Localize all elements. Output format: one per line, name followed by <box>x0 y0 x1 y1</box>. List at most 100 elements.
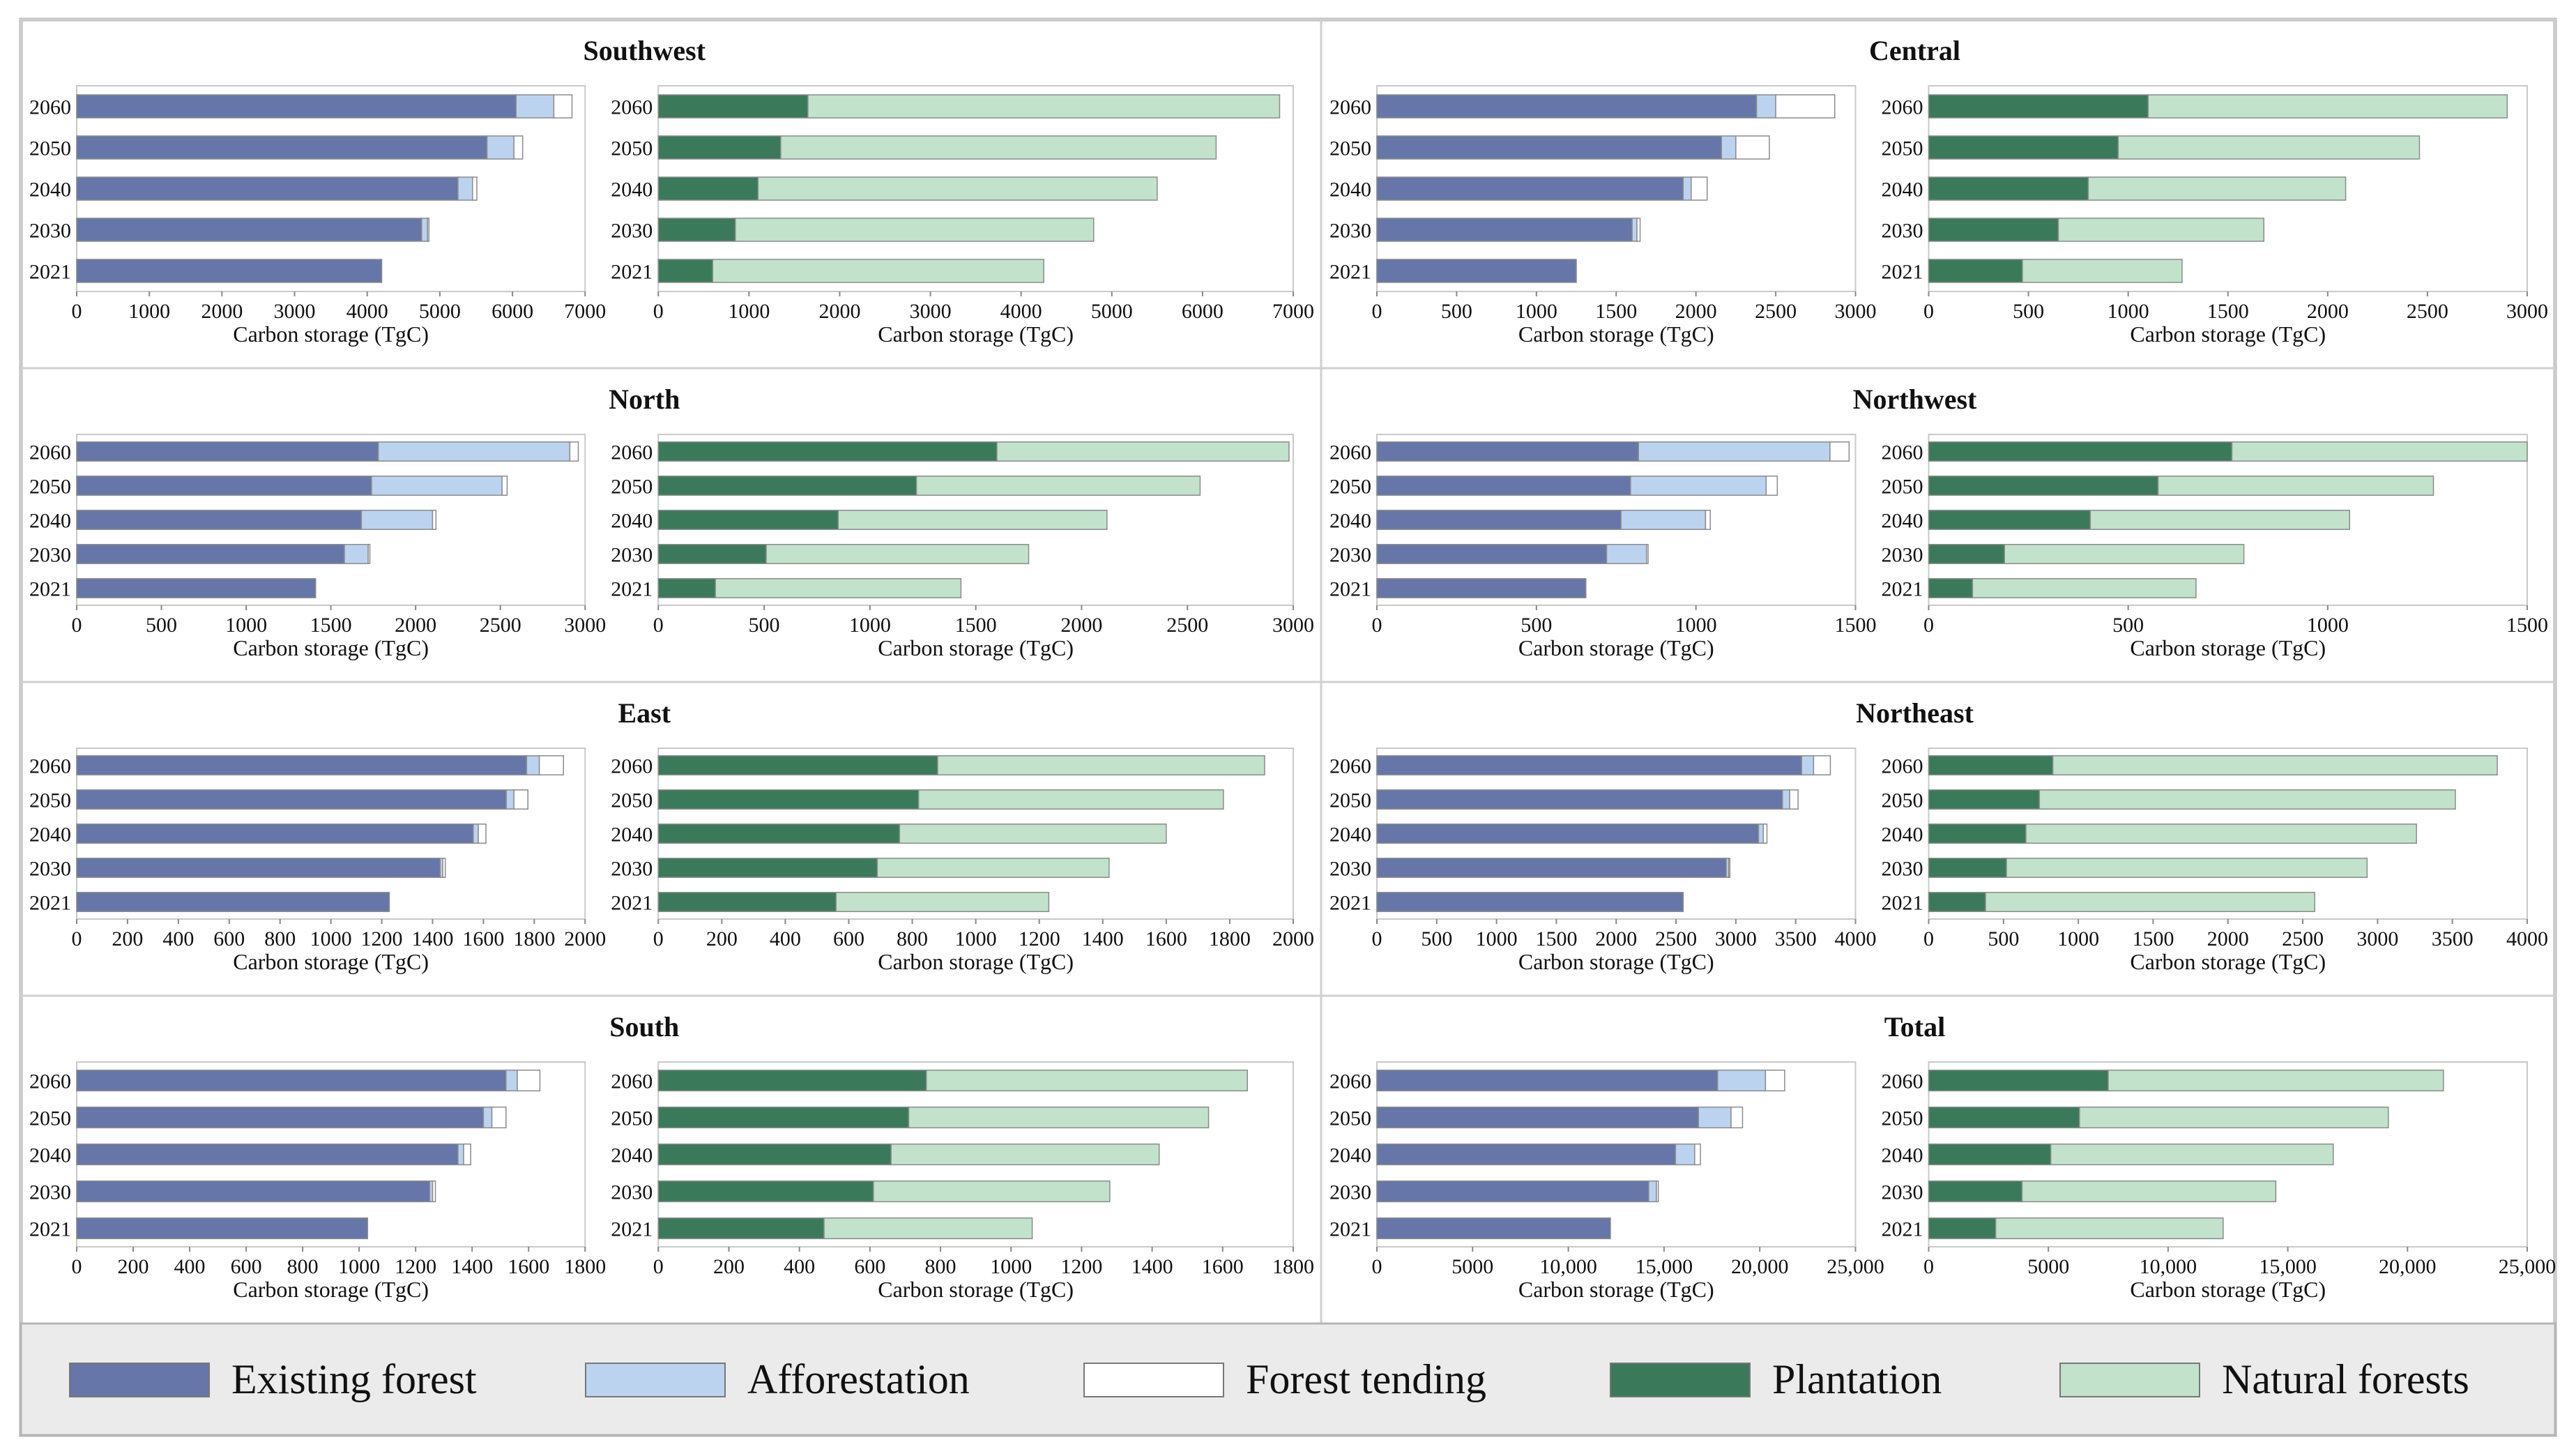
y-tick-label: 2021 <box>29 1218 71 1241</box>
x-tick-label: 500 <box>2013 300 2044 323</box>
bar-afforestation-2050 <box>1721 135 1737 160</box>
bar-existing-forest-2040 <box>76 1143 459 1166</box>
bar-plantation-2040 <box>657 824 901 844</box>
bar-forest-tending-2050 <box>1735 135 1770 160</box>
bar-forest-tending-2060 <box>538 755 565 775</box>
bar-natural-forests-2040 <box>2025 824 2417 844</box>
x-tick-label: 1500 <box>1835 614 1877 637</box>
x-tick-label: 7000 <box>1272 300 1314 323</box>
x-tick-label: 1200 <box>1019 927 1060 950</box>
y-tick-label: 2040 <box>1329 1144 1371 1167</box>
x-axis-label: Carbon storage (TgC) <box>1518 949 1714 974</box>
bar-forest-tending-2030 <box>367 544 371 564</box>
y-tick-label: 2040 <box>1882 1144 1923 1167</box>
bar-plantation-2060 <box>657 441 998 462</box>
bar-existing-forest-2030 <box>76 218 422 242</box>
y-tick-label: 2030 <box>1882 544 1923 567</box>
bar-plantation-2060 <box>1928 441 2233 462</box>
bar-forest-tending-2030 <box>1636 218 1641 242</box>
x-tick-label: 2000 <box>2207 927 2249 950</box>
bar-existing-forest-2021 <box>76 578 317 598</box>
legend-label: Existing forest <box>231 1356 477 1402</box>
x-tick-label: 1000 <box>1476 927 1518 950</box>
x-tick-label: 1000 <box>849 614 891 637</box>
bar-existing-forest-2060 <box>1376 1069 1718 1092</box>
y-tick-label: 2021 <box>29 261 71 284</box>
bar-natural-forests-2030 <box>2006 858 2368 878</box>
panel-title: Northeast <box>1856 697 1974 729</box>
x-tick-label: 1500 <box>1595 300 1637 323</box>
bar-plantation-2040 <box>1928 510 2091 530</box>
x-tick-label: 0 <box>72 1255 82 1278</box>
bar-existing-forest-2060 <box>1376 94 1758 119</box>
bar-existing-forest-2060 <box>76 755 528 775</box>
x-axis-label: Carbon storage (TgC) <box>2130 949 2326 974</box>
x-tick-label: 3000 <box>1835 300 1877 323</box>
x-tick-label: 0 <box>1372 300 1382 323</box>
y-tick-label: 2030 <box>1329 544 1371 567</box>
y-tick-label: 2050 <box>29 1107 71 1130</box>
bar-natural-forests-2050 <box>917 789 1224 810</box>
x-tick-label: 1600 <box>508 1255 549 1278</box>
y-tick-label: 2050 <box>1882 476 1923 499</box>
bar-plantation-2050 <box>657 135 782 160</box>
y-tick-label: 2060 <box>1882 96 1923 119</box>
x-tick-label: 0 <box>72 614 82 637</box>
bar-natural-forests-2030 <box>876 858 1110 878</box>
x-tick-label: 5000 <box>2027 1255 2069 1278</box>
bar-natural-forests-2030 <box>873 1180 1111 1203</box>
bar-existing-forest-2030 <box>1376 544 1608 564</box>
bar-forest-tending-2060 <box>517 1069 541 1092</box>
legend-item-forest-tending: Forest tending <box>1083 1356 1486 1402</box>
bar-existing-forest-2060 <box>76 1069 507 1092</box>
y-tick-label: 2030 <box>611 858 653 881</box>
y-tick-label: 2040 <box>29 510 71 533</box>
y-tick-label: 2060 <box>29 755 71 778</box>
bar-natural-forests-2021 <box>715 578 962 598</box>
x-tick-label: 6000 <box>1182 300 1224 323</box>
bar-natural-forests-2030 <box>735 218 1095 242</box>
bar-plantation-2050 <box>657 789 920 810</box>
x-tick-label: 0 <box>1923 614 1934 637</box>
bar-plantation-2030 <box>657 218 736 242</box>
y-tick-label: 2030 <box>1329 1181 1371 1204</box>
panel-title: North <box>609 384 680 415</box>
x-tick-label: 4000 <box>1835 927 1877 950</box>
x-tick-label: 1400 <box>1082 927 1124 950</box>
bar-forest-tending-2040 <box>478 824 487 844</box>
bar-plantation-2021 <box>1928 1217 1997 1240</box>
y-tick-label: 2040 <box>1329 510 1371 533</box>
y-tick-label: 2021 <box>1329 892 1371 915</box>
bar-natural-forests-2060 <box>926 1069 1248 1092</box>
bar-forest-tending-2040 <box>1762 824 1768 844</box>
bar-forest-tending-2030 <box>1656 1180 1659 1203</box>
x-tick-label: 1500 <box>2132 927 2174 950</box>
x-tick-label: 15,000 <box>2259 1255 2317 1278</box>
bar-afforestation-2040 <box>457 176 473 201</box>
y-tick-label: 2060 <box>1882 755 1923 778</box>
bar-afforestation-2050 <box>1630 476 1767 496</box>
bar-forest-tending-2060 <box>1813 755 1831 775</box>
bar-natural-forests-2030 <box>2004 544 2245 564</box>
bar-forest-tending-2040 <box>1694 1143 1701 1166</box>
legend-swatch <box>1083 1363 1224 1397</box>
y-tick-label: 2060 <box>1329 1070 1371 1093</box>
bar-existing-forest-2050 <box>76 476 372 496</box>
bar-afforestation-2040 <box>1675 1143 1695 1166</box>
y-tick-label: 2030 <box>29 858 71 881</box>
bar-existing-forest-2060 <box>76 441 379 462</box>
bar-afforestation-2040 <box>1758 824 1765 844</box>
bar-existing-forest-2030 <box>1376 858 1727 878</box>
y-tick-label: 2030 <box>29 544 71 567</box>
x-tick-label: 600 <box>833 927 864 950</box>
x-tick-label: 1600 <box>1145 927 1187 950</box>
x-tick-label: 1400 <box>451 1255 493 1278</box>
legend-label: Forest tending <box>1246 1356 1486 1402</box>
y-tick-label: 2030 <box>1882 220 1923 243</box>
bar-natural-forests-2050 <box>780 135 1217 160</box>
bar-forest-tending-2030 <box>1645 544 1649 564</box>
